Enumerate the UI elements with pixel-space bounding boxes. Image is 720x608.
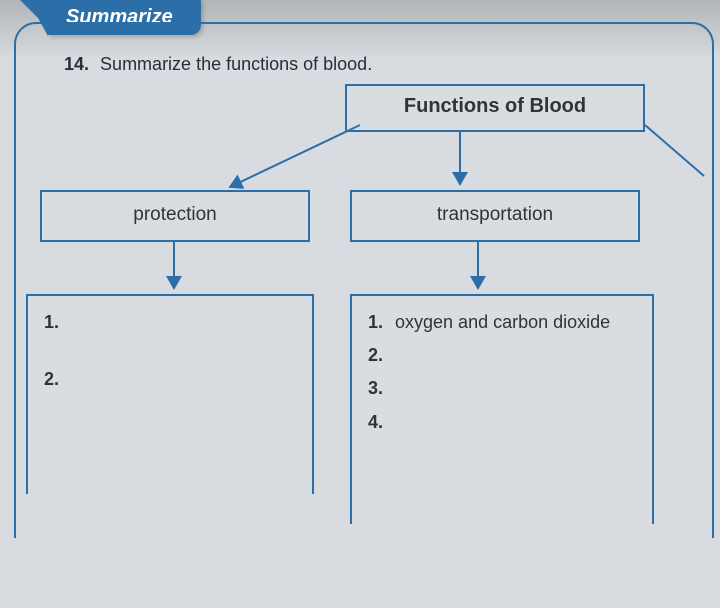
item-number: 1. [44,310,66,335]
concept-map: Functions of Blood protection transporta… [0,70,720,538]
category-protection-label: protection [133,204,216,225]
transportation-answer-box[interactable]: 1. oxygen and carbon dioxide 2. 3. 4. [350,294,654,524]
list-item: 1. [44,310,296,335]
root-node-label: Functions of Blood [404,95,586,117]
list-item: 1. oxygen and carbon dioxide [368,310,636,335]
item-number: 2. [44,367,66,392]
category-protection: protection [40,190,310,242]
item-number: 1. [368,310,390,335]
list-item: 2. [368,343,636,368]
item-number: 2. [368,343,390,368]
root-node: Functions of Blood [345,84,645,132]
list-item: 4. [368,410,636,435]
category-transportation-label: transportation [437,204,553,225]
list-item: 3. [368,376,636,401]
protection-answer-box[interactable]: 1. 2. [26,294,314,494]
item-text: oxygen and carbon dioxide [395,312,610,332]
item-number: 3. [368,376,390,401]
item-number: 4. [368,410,390,435]
list-item: 2. [44,367,296,392]
category-transportation: transportation [350,190,640,242]
